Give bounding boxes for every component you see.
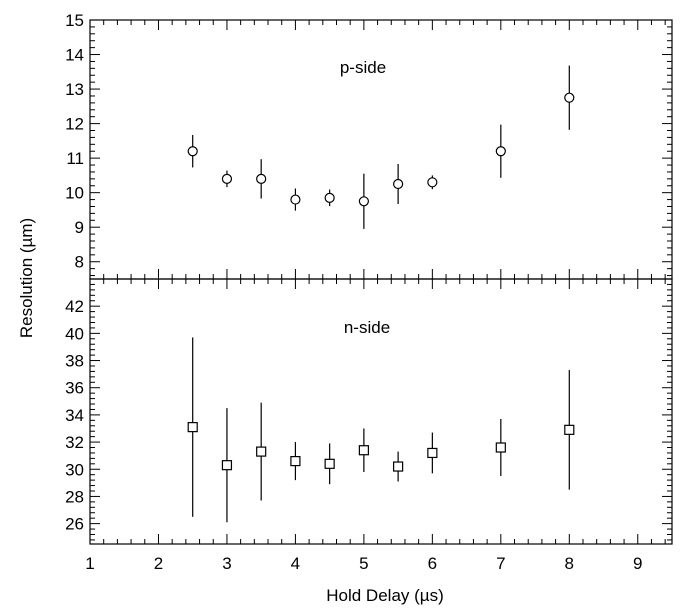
data-point (427, 432, 438, 474)
chart-panels: 89101112131415p-side262830323436384042n-… (65, 11, 673, 573)
panel-label: p-side (340, 58, 386, 77)
data-point (393, 164, 404, 205)
data-point (187, 337, 198, 517)
y-tick-label: 10 (65, 184, 84, 203)
point-marker-square (393, 461, 404, 472)
point-marker-circle (256, 173, 267, 184)
point-marker-circle (393, 178, 404, 190)
x-tick-label: 8 (565, 554, 574, 573)
point-marker-square (221, 460, 233, 471)
y-tick-label: 38 (65, 352, 84, 371)
x-tick-label: 6 (428, 554, 437, 573)
point-marker-circle (290, 194, 301, 205)
x-tick-label: 1 (85, 554, 94, 573)
y-tick-label: 42 (65, 297, 84, 316)
x-tick-label: 3 (222, 554, 231, 573)
y-tick-label: 13 (65, 80, 84, 99)
data-point (221, 170, 233, 188)
y-tick-label: 11 (66, 149, 84, 168)
x-tick-label: 9 (633, 554, 642, 573)
data-point (324, 189, 335, 207)
point-marker-circle (187, 146, 198, 157)
x-tick-label: 2 (154, 554, 163, 573)
point-marker-square (324, 458, 335, 469)
y-tick-label: 14 (65, 46, 84, 65)
panel-frame (89, 278, 673, 545)
panel-p-side: 8 9 10 11 12 13 14 15 p-side (65, 11, 673, 280)
point-marker-square (290, 456, 301, 467)
data-point (358, 428, 369, 472)
y-tick-label: 8 (75, 253, 84, 272)
data-point (495, 124, 506, 178)
y-tick-label: 15 (65, 11, 84, 30)
data-point (290, 188, 301, 211)
y-tick-label: 28 (65, 487, 84, 506)
data-point (495, 418, 506, 477)
point-marker-square (358, 445, 369, 456)
y-axis-title: Resolution (µm) (17, 218, 36, 338)
point-marker-square (187, 422, 198, 433)
point-marker-square (495, 442, 506, 453)
x-tick-label: 4 (291, 554, 300, 573)
panel-n-side: 26 28 30 32 34 36 38 40 42 n-side (65, 278, 673, 545)
y-tick-label: 36 (65, 379, 84, 398)
y-tick-label: 26 (65, 515, 84, 534)
y-tick-label: 9 (75, 218, 84, 237)
x-axis-title: Hold Delay (µs) (326, 586, 444, 605)
y-tick-label: 12 (65, 115, 84, 134)
y-tick-label: 34 (65, 406, 84, 425)
point-marker-circle (495, 146, 506, 157)
data-point (324, 443, 335, 485)
data-point (564, 370, 575, 490)
point-marker-circle (324, 192, 335, 203)
x-tick-label: 5 (359, 554, 368, 573)
data-point (427, 175, 438, 190)
data-point (564, 65, 575, 130)
point-marker-square (256, 446, 267, 457)
data-point (221, 408, 233, 523)
point-marker-circle (221, 173, 233, 184)
point-marker-circle (564, 92, 575, 103)
data-point (256, 402, 267, 501)
panel-label: n-side (344, 318, 390, 337)
data-point (290, 442, 301, 481)
point-marker-square (564, 424, 575, 435)
point-marker-circle (358, 196, 369, 207)
point-marker-square (427, 447, 438, 459)
y-tick-label: 40 (65, 324, 84, 343)
data-point (256, 159, 267, 199)
y-tick-label: 30 (65, 460, 84, 479)
x-tick-label: 7 (496, 554, 505, 573)
y-tick-label: 32 (65, 433, 84, 452)
data-point (393, 451, 404, 482)
data-point (358, 173, 369, 229)
data-point (187, 134, 198, 168)
point-marker-circle (427, 177, 438, 188)
